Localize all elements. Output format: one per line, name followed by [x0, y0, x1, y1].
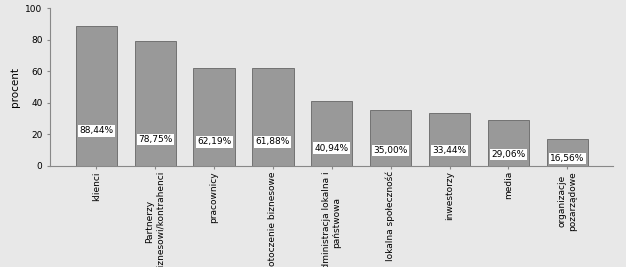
- Text: 62,19%: 62,19%: [197, 138, 231, 146]
- Text: 29,06%: 29,06%: [491, 150, 525, 159]
- Bar: [252, 68, 294, 166]
- Y-axis label: procent: procent: [9, 67, 19, 107]
- Bar: [488, 120, 529, 166]
- Text: 88,44%: 88,44%: [80, 126, 113, 135]
- Text: 16,56%: 16,56%: [550, 154, 585, 163]
- Bar: [311, 101, 352, 166]
- Bar: [76, 26, 117, 166]
- Bar: [429, 113, 470, 166]
- Text: 78,75%: 78,75%: [138, 135, 172, 144]
- Text: 61,88%: 61,88%: [256, 138, 290, 146]
- Bar: [370, 111, 411, 166]
- Bar: [135, 41, 176, 166]
- Text: 33,44%: 33,44%: [433, 146, 466, 155]
- Bar: [193, 68, 235, 166]
- Bar: [546, 139, 588, 166]
- Text: 35,00%: 35,00%: [374, 146, 408, 155]
- Text: 40,94%: 40,94%: [315, 144, 349, 153]
